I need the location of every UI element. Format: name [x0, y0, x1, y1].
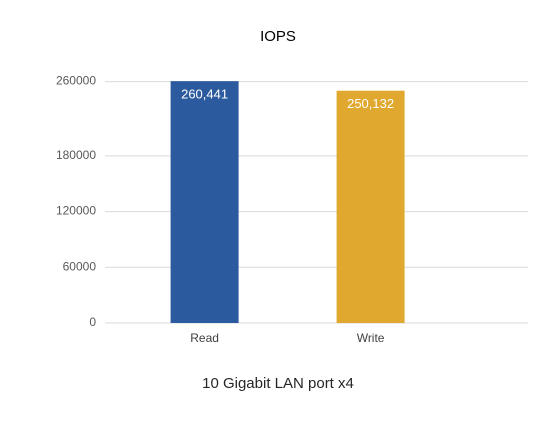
bar [170, 81, 239, 323]
bar [336, 90, 405, 323]
x-tick-label: Read [190, 331, 219, 345]
value-label: 250,132 [347, 96, 394, 111]
x-axis-title: 10 Gigabit LAN port x4 [202, 375, 354, 392]
y-tick-label: 0 [89, 315, 96, 329]
chart-title: IOPS [260, 28, 296, 45]
value-label: 260,441 [181, 87, 228, 102]
y-tick-label: 180000 [56, 148, 96, 162]
x-tick-label: Write [357, 331, 385, 345]
y-tick-label: 120000 [56, 204, 96, 218]
y-tick-label: 260000 [56, 74, 96, 88]
y-tick-label: 60000 [63, 259, 97, 273]
